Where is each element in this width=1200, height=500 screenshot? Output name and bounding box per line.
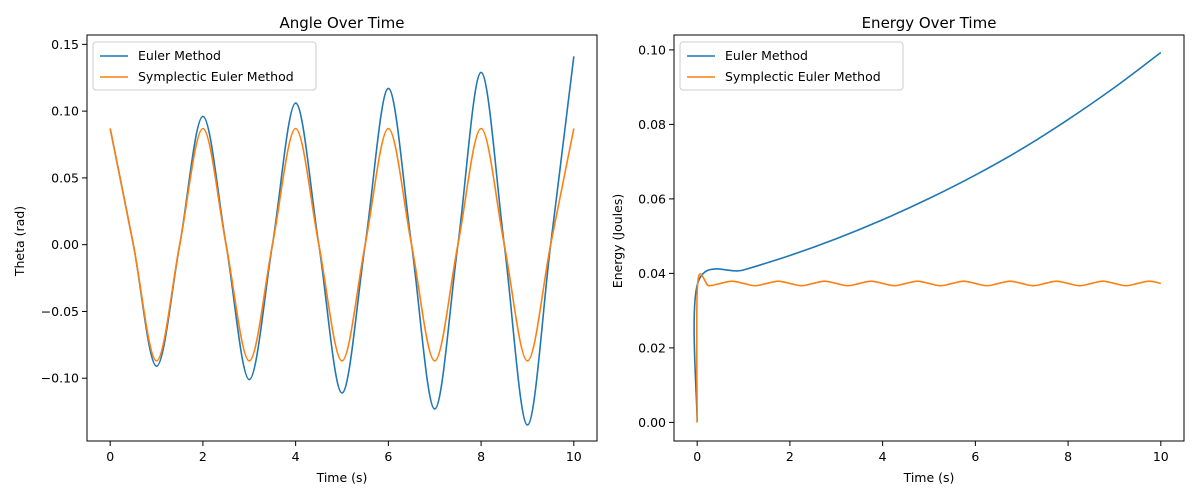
- energy-xtick-label: 0: [693, 449, 701, 464]
- angle-xtick-label: 10: [566, 449, 582, 464]
- energy-ytick-label: 0.10: [638, 42, 666, 57]
- energy-chart-title: Energy Over Time: [862, 14, 997, 32]
- angle-chart-ylabel: Theta (rad): [12, 206, 27, 277]
- angle-ytick-label: −0.05: [41, 304, 79, 319]
- angle-legend-euler-label: Euler Method: [138, 48, 221, 63]
- angle-chart-plot: 0 2 4 6 8 10 −0.10 −0.05 0.00 0.05 0.10 0.15: [41, 37, 582, 464]
- angle-series-symplectic-euler-method: [109, 127, 575, 362]
- angle-xtick-label: 8: [477, 449, 485, 464]
- energy-legend-symplectic-label: Symplectic Euler Method: [725, 69, 881, 84]
- energy-series-symplectic-euler-method: [695, 273, 1161, 423]
- angle-ytick-label: 0.10: [51, 104, 79, 119]
- energy-chart-xlabel: Time (s): [903, 470, 955, 485]
- energy-chart-plot: 0 2 4 6 8 10 0.00 0.02 0.04 0.06 0.08 0.10: [638, 42, 1169, 464]
- energy-ytick-label: 0.02: [638, 340, 666, 355]
- energy-chart-ylabel: Energy (Joules): [610, 194, 625, 288]
- energy-chart-frame: [673, 34, 1185, 442]
- energy-xtick-label: 10: [1153, 449, 1169, 464]
- angle-xtick-label: 2: [199, 449, 207, 464]
- energy-ytick-label: 0.06: [638, 191, 666, 206]
- angle-ytick-label: 0.00: [51, 237, 79, 252]
- angle-xtick-label: 0: [106, 449, 114, 464]
- angle-chart-legend: Euler Method Symplectic Euler Method: [92, 41, 317, 91]
- angle-ytick-label: −0.10: [41, 371, 79, 386]
- angle-chart: Angle Over Time 0 2 4 6 8 10 −0.10 −0.05 0.00 0.0…: [12, 14, 598, 485]
- energy-xtick-label: 2: [786, 449, 794, 464]
- angle-chart-xlabel: Time (s): [316, 470, 368, 485]
- energy-chart-legend-box: [679, 41, 904, 91]
- energy-chart-legend: Euler Method Symplectic Euler Method: [679, 41, 904, 91]
- energy-xtick-label: 4: [879, 449, 887, 464]
- angle-xtick-label: 6: [384, 449, 392, 464]
- angle-ytick-label: 0.05: [51, 170, 79, 185]
- angle-chart-frame: [86, 34, 598, 442]
- energy-ytick-label: 0.00: [638, 415, 666, 430]
- energy-ytick-label: 0.08: [638, 117, 666, 132]
- energy-legend-euler-label: Euler Method: [725, 48, 808, 63]
- angle-xtick-label: 4: [292, 449, 300, 464]
- energy-xtick-label: 8: [1064, 449, 1072, 464]
- angle-legend-symplectic-label: Symplectic Euler Method: [138, 69, 294, 84]
- energy-xtick-label: 6: [971, 449, 979, 464]
- energy-series-euler-method: [693, 51, 1162, 423]
- energy-chart: Energy Over Time 0 2 4 6 8 10 0.00 0.02 0.04 0.06…: [610, 14, 1185, 485]
- angle-chart-legend-box: [92, 41, 317, 91]
- energy-ytick-label: 0.04: [638, 266, 666, 281]
- angle-ytick-label: 0.15: [51, 37, 79, 52]
- angle-chart-title: Angle Over Time: [279, 14, 404, 32]
